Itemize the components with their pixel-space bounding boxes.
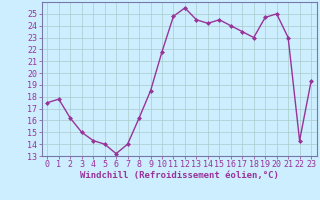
X-axis label: Windchill (Refroidissement éolien,°C): Windchill (Refroidissement éolien,°C): [80, 171, 279, 180]
